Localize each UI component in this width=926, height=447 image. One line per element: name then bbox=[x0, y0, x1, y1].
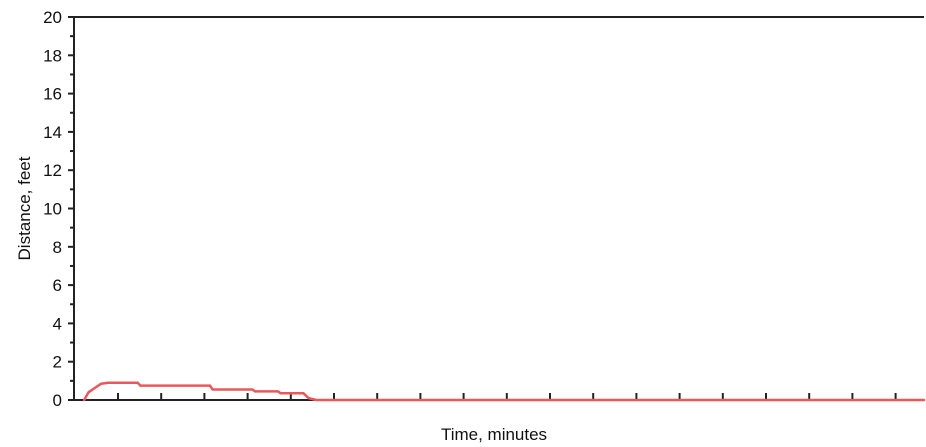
y-tick-label: 0 bbox=[53, 391, 62, 410]
y-axis-tick-labels: 0 2 4 6 8 10 12 14 16 18 20 bbox=[43, 8, 62, 410]
y-tick-label: 6 bbox=[53, 276, 62, 295]
y-tick-label: 18 bbox=[43, 46, 62, 65]
y-tick-label: 8 bbox=[53, 238, 62, 257]
y-tick-label: 4 bbox=[53, 314, 62, 333]
x-axis-title: Time, minutes bbox=[441, 425, 547, 444]
y-tick-label: 12 bbox=[43, 161, 62, 180]
y-tick-label: 14 bbox=[43, 123, 62, 142]
y-tick-label: 16 bbox=[43, 85, 62, 104]
y-tick-label: 10 bbox=[43, 200, 62, 219]
y-tick-label: 20 bbox=[43, 8, 62, 27]
y-axis-title: Distance, feet bbox=[15, 156, 34, 260]
series-layer bbox=[82, 381, 926, 402]
series-line-0 bbox=[82, 381, 926, 402]
y-tick-label: 2 bbox=[53, 353, 62, 372]
